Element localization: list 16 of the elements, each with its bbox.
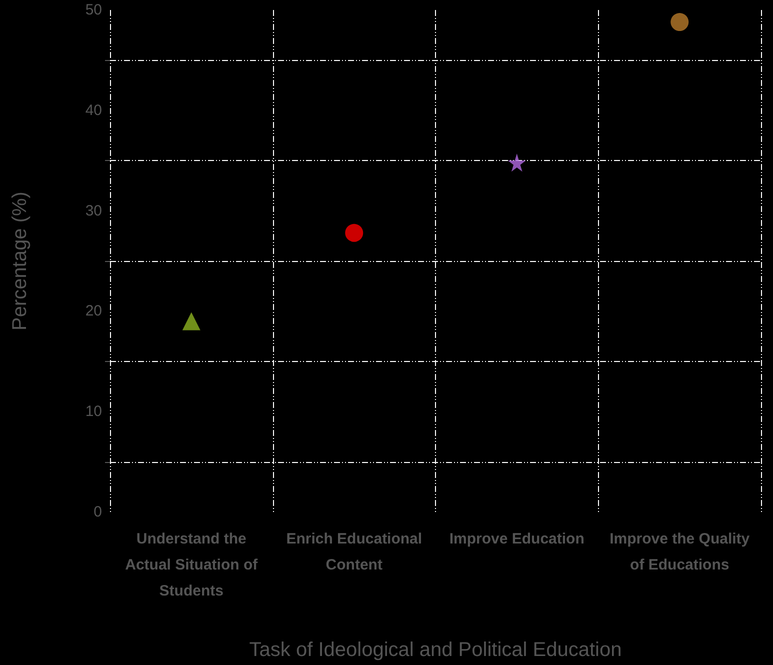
point [345,224,364,242]
point [182,312,200,330]
x-axis-title: Task of Ideological and Political Education [249,639,622,661]
x-tick-label: Improve the Quality of Educations [610,530,750,574]
y-tick-label: 10 [85,403,102,420]
y-tick-label: 50 [85,2,102,18]
x-tick-label: Understand the Actual Situation of Students [125,530,259,600]
x-tick-label: Improve Education [449,530,584,548]
y-axis-title: Percentage (%) [9,192,31,330]
y-tick-label: 20 [85,302,102,320]
point [508,154,526,172]
y-tick-label: 0 [94,504,102,520]
y-tick-label: 40 [85,102,102,119]
y-tick-label: 30 [85,202,102,220]
x-tick-label: Enrich Educational Content [286,530,422,574]
point [670,13,689,32]
